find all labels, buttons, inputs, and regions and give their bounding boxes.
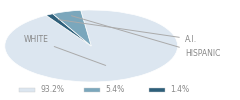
Text: A.I.: A.I. (58, 20, 197, 44)
Wedge shape (46, 14, 91, 46)
Text: HISPANIC: HISPANIC (72, 16, 220, 58)
Text: WHITE: WHITE (24, 36, 106, 65)
Wedge shape (5, 10, 178, 82)
Text: 5.4%: 5.4% (105, 86, 124, 94)
Text: 93.2%: 93.2% (40, 86, 64, 94)
Text: 1.4%: 1.4% (170, 86, 189, 94)
FancyBboxPatch shape (19, 88, 36, 92)
FancyBboxPatch shape (149, 88, 165, 92)
FancyBboxPatch shape (84, 88, 100, 92)
Wedge shape (53, 10, 91, 46)
